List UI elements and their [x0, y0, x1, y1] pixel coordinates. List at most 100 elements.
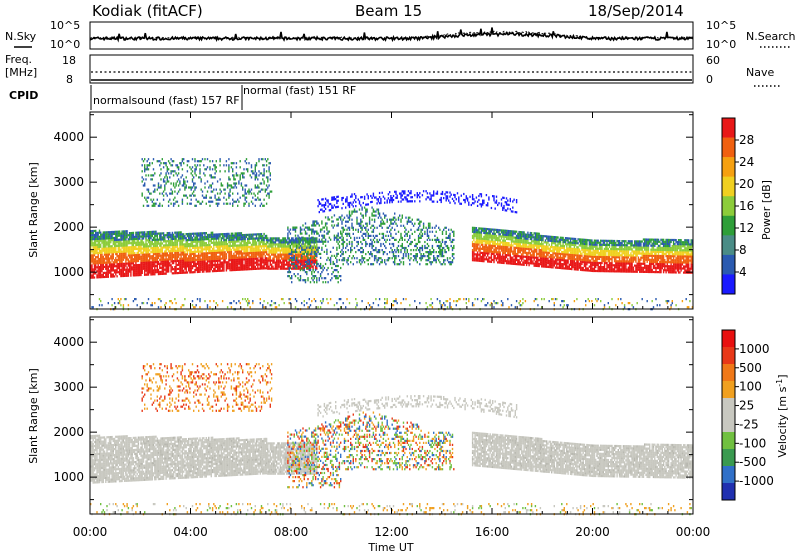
echo-cell	[160, 234, 162, 237]
echo-cell	[139, 272, 141, 275]
echo-cell	[107, 259, 109, 262]
echo-cell	[218, 269, 220, 272]
echo-cell	[536, 234, 538, 237]
echo-cell	[223, 259, 225, 262]
echo-cell	[288, 241, 290, 244]
echo-cell	[247, 260, 249, 263]
echo-cell	[157, 260, 160, 263]
echo-cell	[136, 257, 138, 261]
echo-cell	[164, 268, 166, 271]
echo-cell	[167, 232, 170, 235]
echo-cell	[613, 266, 616, 269]
echo-cell	[284, 255, 287, 258]
echo-cell	[641, 270, 643, 273]
echo-cell	[149, 249, 151, 252]
echo-cell	[534, 236, 537, 239]
echo-cell	[312, 255, 314, 258]
echo-cell	[480, 229, 483, 232]
echo-cell	[641, 248, 643, 251]
echo-cell	[538, 244, 540, 247]
echo-cell	[96, 237, 98, 240]
echo-cell	[224, 255, 226, 258]
echo-cell	[596, 259, 598, 262]
echo-cell	[605, 243, 607, 246]
echo-cell	[223, 253, 225, 256]
echo-cell	[561, 256, 563, 260]
echo-cell	[174, 249, 176, 252]
echo-cell	[135, 243, 137, 246]
echo-cell	[622, 266, 625, 269]
echo-cell	[149, 245, 151, 248]
echo-cell	[198, 258, 200, 261]
echo-cell	[581, 260, 583, 263]
echo-cell	[228, 236, 230, 239]
echo-cell	[568, 257, 570, 260]
echo-cell	[98, 241, 101, 244]
echo-cell	[108, 269, 111, 272]
echo-cell	[617, 262, 619, 265]
echo-cell	[475, 245, 478, 248]
echo-cell	[592, 251, 594, 254]
echo-cell	[95, 231, 97, 234]
echo-cell	[147, 241, 150, 244]
echo-cell	[219, 265, 221, 268]
echo-cell	[297, 247, 299, 250]
echo-cell	[179, 241, 181, 244]
echo-cell	[316, 239, 318, 242]
echo-cell	[602, 243, 604, 246]
echo-cell	[279, 245, 282, 248]
echo-cell	[174, 239, 176, 242]
echo-cell	[641, 246, 643, 249]
echo-cell	[98, 247, 101, 250]
echo-cell	[260, 247, 263, 250]
echo-cell	[537, 244, 539, 247]
echo-cell	[498, 239, 500, 242]
echo-cell	[210, 260, 212, 263]
echo-cell	[255, 249, 258, 252]
echo-cell	[113, 261, 116, 264]
echo-cell	[102, 237, 104, 240]
echo-cell	[576, 242, 578, 245]
echo-cell	[257, 247, 259, 250]
echo-cell	[232, 234, 234, 237]
echo-cell	[288, 239, 290, 242]
echo-cell	[103, 237, 106, 240]
echo-cell	[641, 262, 643, 265]
echo-cell	[201, 264, 204, 267]
echo-cell	[608, 268, 611, 271]
echo-cell	[248, 256, 250, 259]
echo-cell	[268, 257, 270, 260]
echo-cell	[139, 257, 141, 260]
echo-cell	[284, 249, 287, 252]
echo-cell	[509, 258, 511, 261]
echo-cell	[520, 231, 523, 234]
echo-cell	[204, 268, 206, 271]
echo-cell	[115, 269, 117, 272]
echo-cell	[176, 245, 179, 248]
echo-cell	[503, 243, 505, 246]
echo-cell	[523, 231, 525, 234]
echo-cell	[278, 237, 280, 240]
echo-cell	[122, 244, 125, 247]
echo-cell	[239, 242, 241, 245]
echo-cell	[172, 262, 175, 265]
echo-cell	[530, 238, 533, 241]
echo-cell	[283, 261, 285, 264]
echo-cell	[144, 253, 146, 256]
echo-cell	[288, 243, 290, 246]
echo-cell	[306, 265, 308, 268]
echo-cell	[504, 249, 506, 253]
echo-cell	[219, 267, 221, 270]
echo-cell	[185, 271, 187, 274]
echo-cell	[100, 263, 102, 267]
echo-cell	[115, 261, 117, 264]
echo-cell	[493, 254, 495, 258]
echo-cell	[314, 261, 317, 264]
echo-cell	[106, 243, 108, 246]
echo-cell	[279, 255, 282, 258]
echo-cell	[538, 254, 540, 258]
echo-cell	[548, 243, 550, 246]
echo-cell	[559, 238, 562, 241]
echo-cell	[616, 268, 618, 271]
echo-cell	[291, 237, 293, 240]
